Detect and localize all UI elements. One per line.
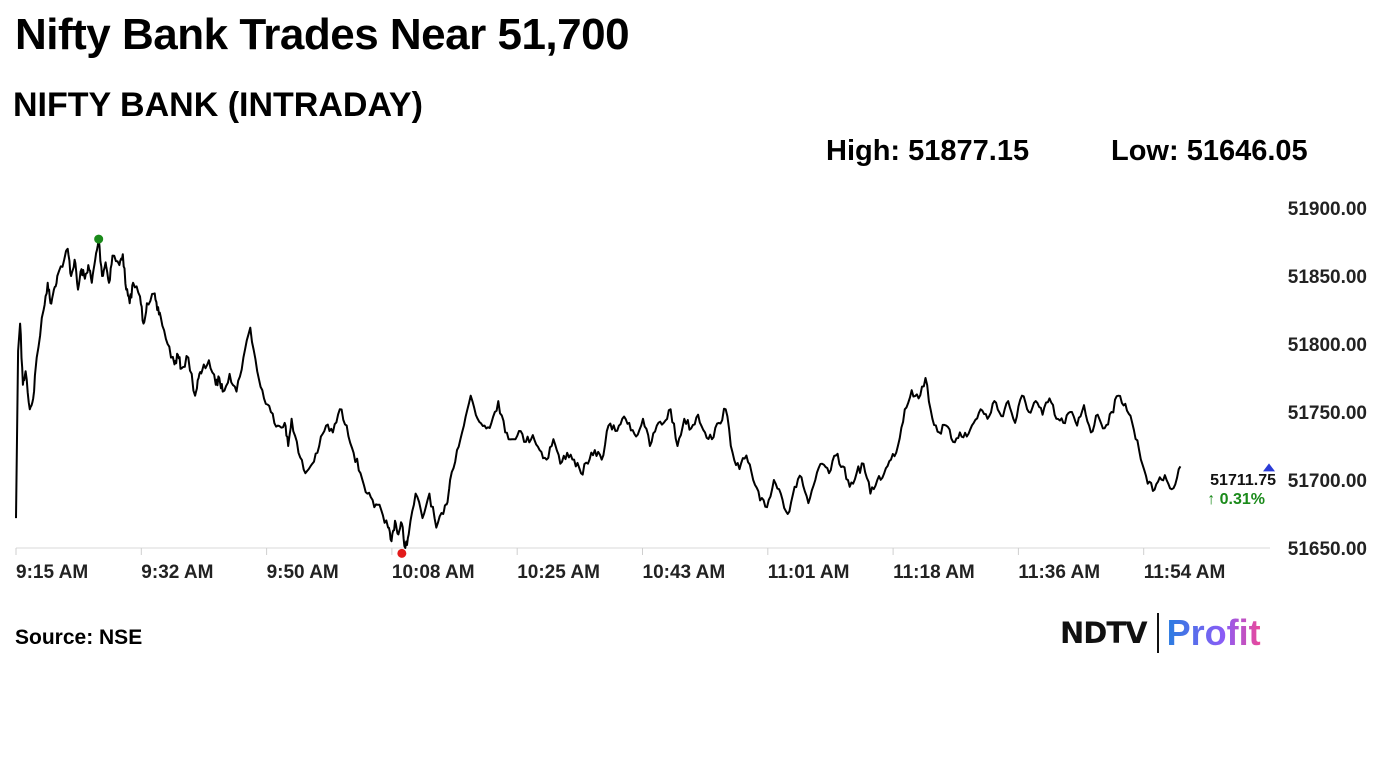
high-marker — [94, 234, 104, 244]
y-tick-label: 51850.00 — [1288, 267, 1367, 288]
x-tick-label: 9:15 AM — [16, 562, 88, 583]
x-tick-label: 9:50 AM — [267, 562, 339, 583]
x-axis: 9:15 AM 9:32 AM 9:50 AM 10:08 AM 10:25 AM 10:… — [15, 548, 1226, 583]
day-high: High: 51877.15 — [826, 135, 1030, 167]
intraday-line-chart: 51900.00 51850.00 51800.00 51750.00 51700.00… — [15, 199, 1367, 583]
change-percent-label: ↑ 0.31% — [1207, 491, 1265, 508]
y-tick-label: 51750.00 — [1288, 403, 1367, 424]
y-tick-label: 51900.00 — [1288, 199, 1367, 220]
y-tick-label: 51700.00 — [1288, 471, 1367, 492]
x-tick-label: 11:54 AM — [1144, 562, 1226, 583]
y-axis: 51900.00 51850.00 51800.00 51750.00 51700.00… — [1288, 199, 1367, 560]
x-tick-label: 10:08 AM — [392, 562, 475, 583]
x-tick-label: 11:01 AM — [768, 562, 850, 583]
profit-wordmark: Profit — [1166, 612, 1261, 653]
y-tick-label: 51650.00 — [1288, 539, 1367, 560]
ndtv-profit-logo: NDTV Profit — [1060, 612, 1261, 654]
x-tick-label: 10:25 AM — [517, 562, 600, 583]
ndtv-wordmark: NDTV — [1060, 616, 1148, 650]
source-note: Source: NSE — [15, 626, 143, 649]
x-tick-label: 10:43 AM — [643, 562, 726, 583]
x-tick-label: 11:36 AM — [1018, 562, 1100, 583]
y-tick-label: 51800.00 — [1288, 335, 1367, 356]
chart-subtitle: NIFTY BANK (INTRADAY) — [13, 86, 423, 124]
day-low: Low: 51646.05 — [1111, 135, 1308, 167]
low-marker — [397, 548, 407, 558]
headline: Nifty Bank Trades Near 51,700 — [15, 10, 630, 59]
last-price-label: 51711.75 — [1210, 472, 1276, 489]
last-price-marker — [1263, 463, 1275, 472]
price-series-line — [15, 238, 1182, 549]
logo-divider — [1156, 613, 1159, 653]
x-tick-label: 11:18 AM — [893, 562, 975, 583]
x-tick-label: 9:32 AM — [141, 562, 213, 583]
